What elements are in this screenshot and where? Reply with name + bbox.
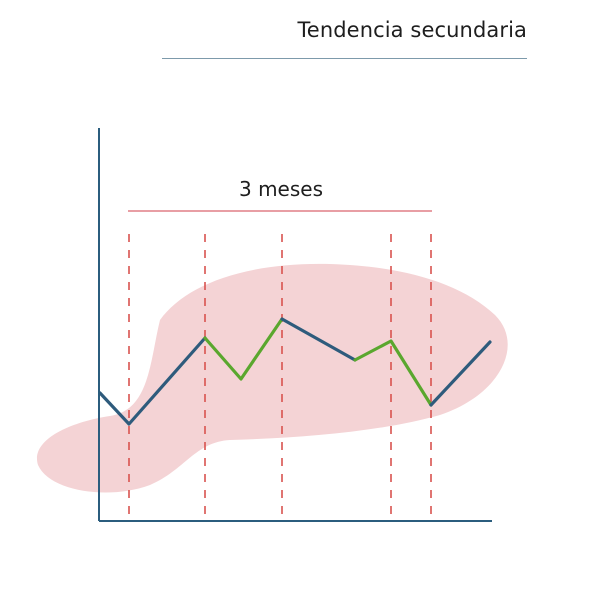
axes: [98, 128, 492, 522]
title-underline: [162, 58, 527, 59]
trend-line: [98, 317, 492, 426]
trend-zone-blob: [36, 263, 508, 493]
trend-segment-dark-3: [429, 340, 492, 407]
trend-segment-dark-1: [98, 336, 207, 426]
span-label: 3 meses: [238, 177, 323, 201]
trend-segment-dark-2: [280, 317, 357, 362]
trend-segment-green-2: [353, 339, 433, 407]
diagram-title: Tendencia secundaria: [297, 18, 527, 42]
trend-segment-green-1: [203, 317, 284, 381]
